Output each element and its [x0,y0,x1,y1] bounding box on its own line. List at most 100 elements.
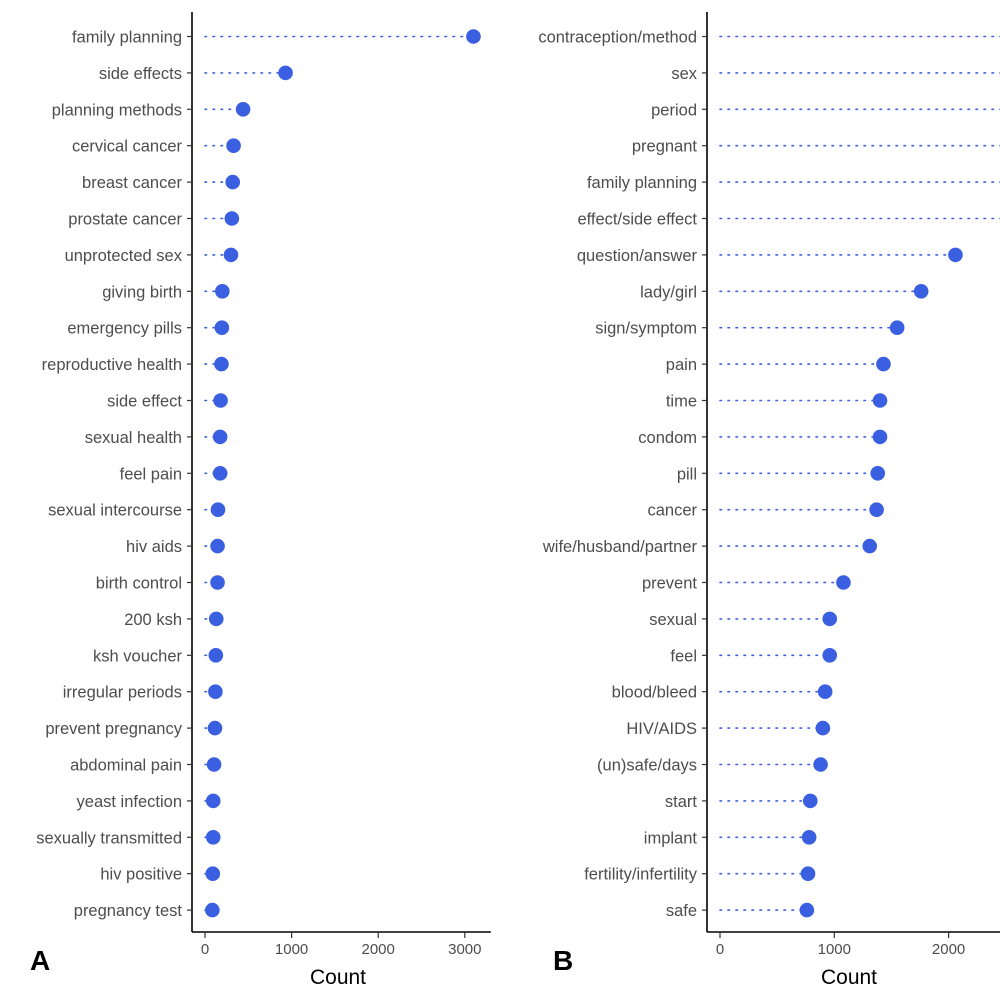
category-label: hiv aids [126,538,182,556]
x-axis-title: Count [310,966,366,989]
category-label: unprotected sex [65,247,183,265]
data-point [212,466,228,481]
category-label: emergency pills [67,320,182,338]
x-tick-label: 0 [716,941,724,958]
data-point [214,320,230,336]
category-label: HIV/AIDS [626,720,697,738]
category-label: (un)safe/days [597,757,697,775]
category-label: safe [666,902,697,920]
category-label: yeast infection [77,793,182,811]
data-point [212,429,228,445]
category-label: pregnant [632,138,698,156]
data-point [817,684,833,699]
category-label: feel [670,647,697,665]
data-point [214,356,229,372]
category-label: planning methods [52,101,182,119]
data-point [205,902,220,918]
data-point [205,793,221,809]
category-label: breast cancer [82,174,182,192]
category-label: ksh voucher [93,647,182,665]
category-label: sex [671,65,697,83]
panel-letter: A [30,945,50,976]
data-point [206,757,222,772]
category-label: time [666,393,697,411]
data-point [215,284,230,299]
x-tick-label: 2000 [932,941,965,958]
category-label: side effects [99,65,182,83]
category-label: reproductive health [42,356,182,374]
data-point [207,720,223,736]
data-point [235,102,251,117]
category-label: cancer [647,502,697,520]
data-point [210,502,226,517]
data-point [870,466,886,481]
x-tick-label: 2000 [362,941,395,958]
data-point [466,29,481,44]
category-label: sexually transmitted [36,829,182,847]
category-label: sexual intercourse [48,502,182,520]
data-point [799,902,815,918]
category-label: fertility/infertility [584,866,698,884]
data-point [802,793,818,809]
data-point [872,393,888,408]
category-label: 200 ksh [124,611,182,629]
data-point [889,320,905,336]
category-label: sexual [649,611,697,629]
data-point [836,575,851,590]
data-point [822,648,838,663]
data-point [210,538,225,554]
category-label: blood/bleed [612,684,697,702]
data-point [224,211,240,226]
category-label: irregular periods [63,684,182,702]
data-point [948,247,963,263]
x-tick-label: 3000 [448,941,481,958]
data-point [801,830,817,845]
data-point [822,611,838,627]
data-point [862,538,878,554]
data-point [208,611,224,627]
category-label: family planning [72,29,182,47]
category-label: prostate cancer [68,211,182,229]
category-label: effect/side effect [577,211,697,229]
data-point [205,830,221,845]
data-point [208,648,224,663]
category-label: question/answer [577,247,698,265]
x-axis-title: Count [821,966,877,989]
category-label: implant [644,829,698,847]
data-point [872,429,888,445]
category-label: sexual health [85,429,182,447]
category-label: family planning [587,174,697,192]
data-point [226,138,241,153]
category-label: wife/husband/partner [542,538,698,556]
category-label: birth control [96,575,182,593]
category-label: cervical cancer [72,138,183,156]
data-point [205,866,221,881]
data-point [876,356,891,372]
data-point [815,720,831,736]
category-label: period [651,101,697,119]
data-point [208,684,223,699]
data-point [278,65,293,81]
data-point [800,866,816,881]
data-point [913,284,929,299]
data-point [813,757,828,772]
data-point [213,393,228,408]
category-label: condom [638,429,697,447]
category-label: giving birth [102,283,182,301]
category-label: pain [666,356,697,374]
panel-letter: B [553,945,573,976]
category-label: start [665,793,698,811]
category-label: contraception/method [538,29,697,47]
category-label: sign/symptom [595,320,697,338]
data-point [225,174,241,190]
panel-b: contraception/method sex period pregnant fam… [538,12,1000,989]
category-label: lady/girl [640,283,697,301]
data-point [223,247,239,263]
category-label: feel pain [120,465,182,483]
category-label: abdominal pain [70,757,182,775]
category-label: pill [677,465,697,483]
category-label: side effect [107,393,182,411]
x-tick-label: 1000 [818,941,851,958]
data-point [210,575,225,590]
